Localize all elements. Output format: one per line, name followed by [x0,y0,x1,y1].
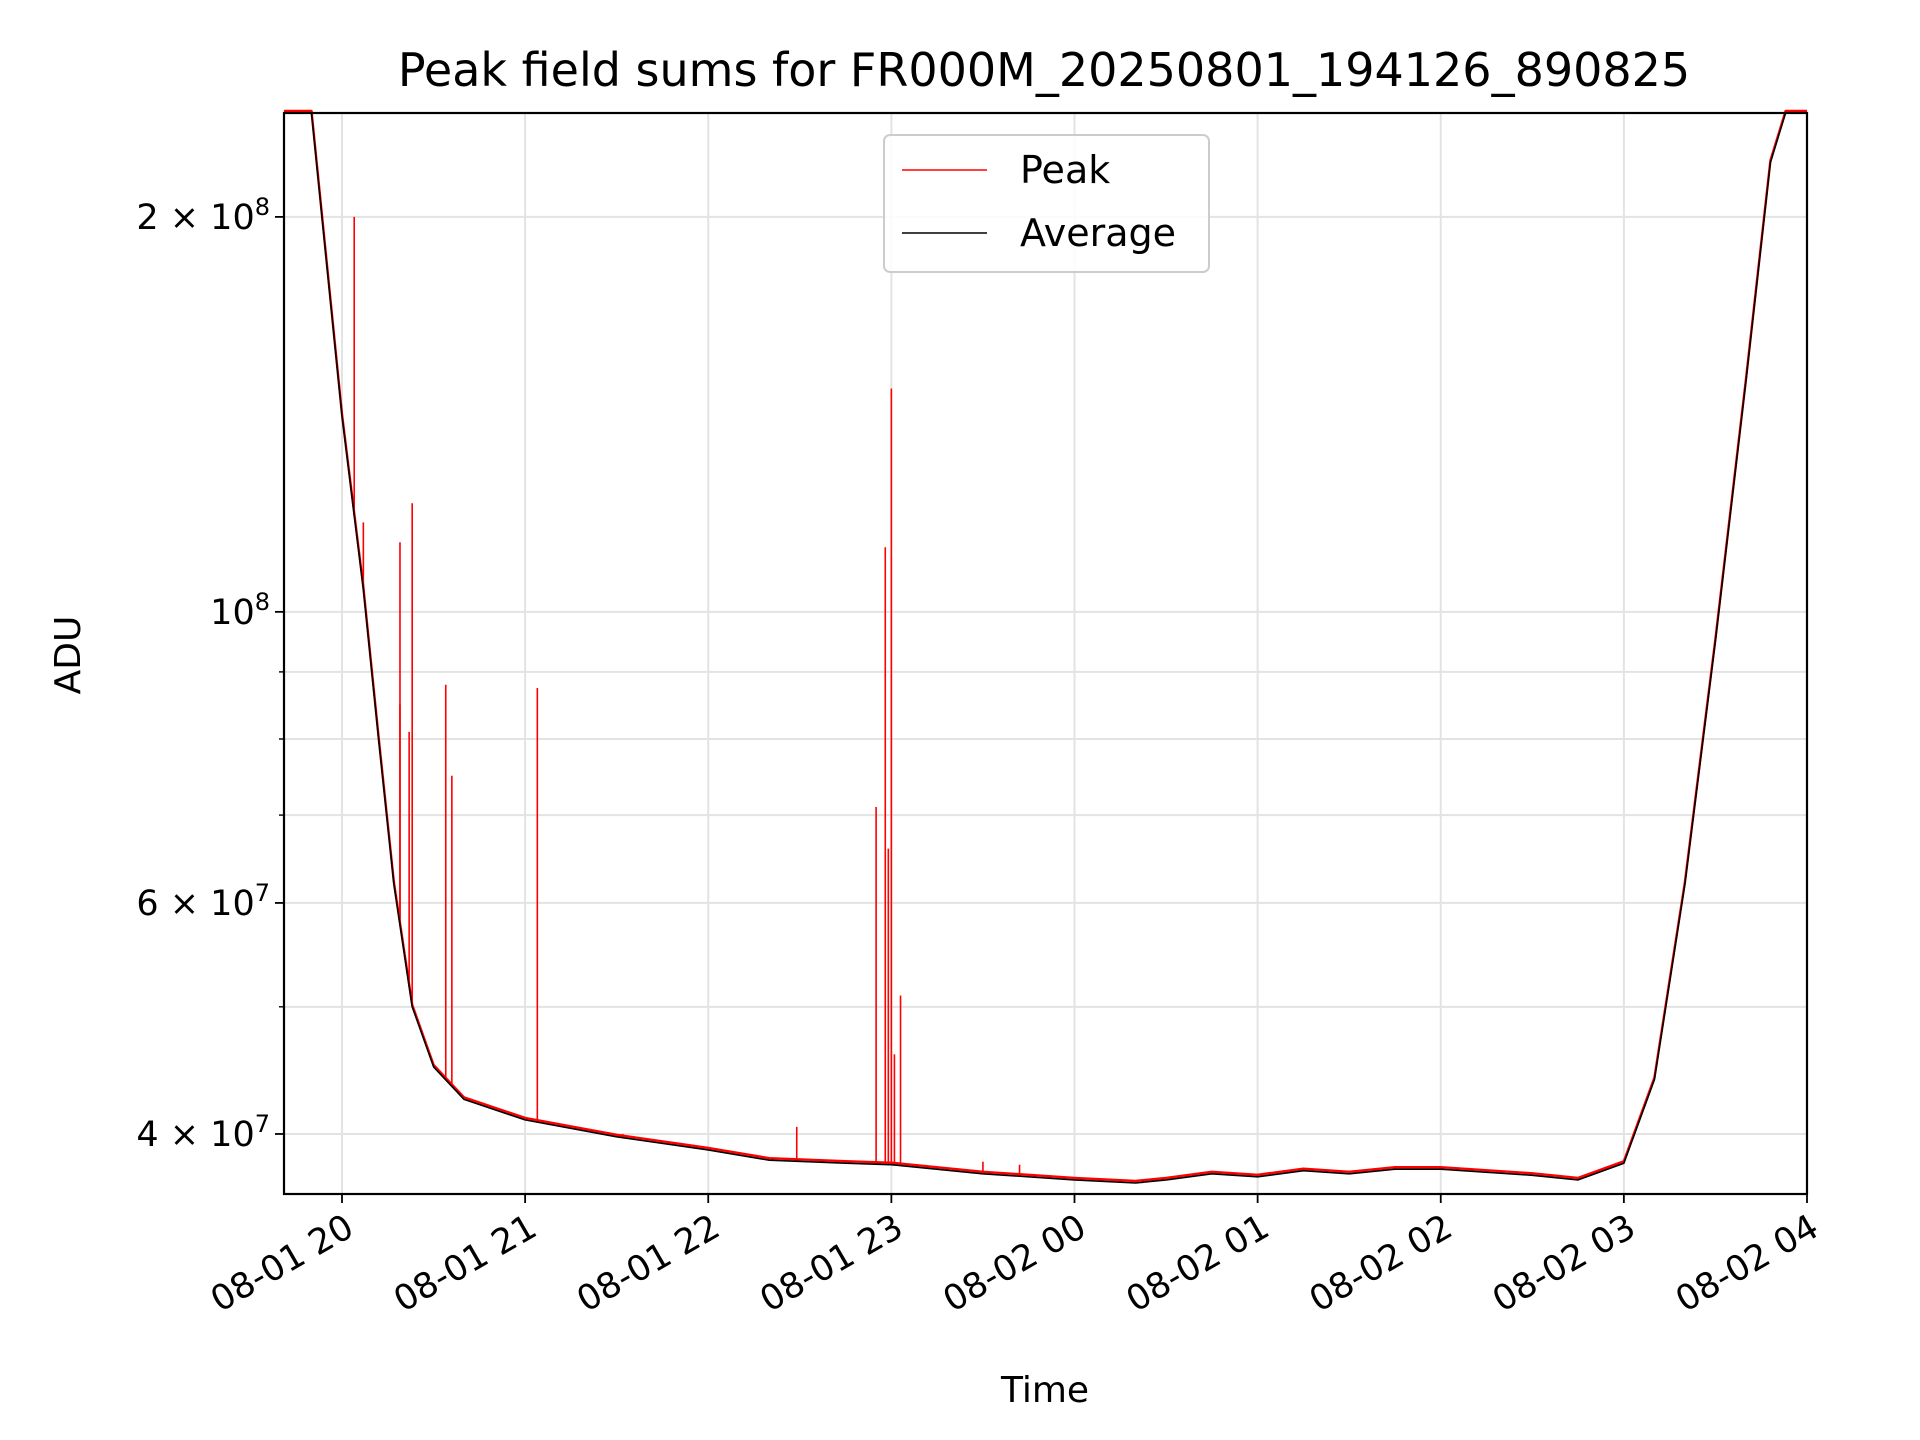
plot-frame [282,111,1809,1196]
legend: Peak Average [883,134,1210,273]
y-tick-label: 108 [210,588,270,633]
y-tick-label: 6 × 107 [136,879,270,924]
series-average-line [284,112,1807,1184]
chart-title: Peak field sums for FR000M_20250801_1941… [398,43,1690,97]
plot-series [284,109,1807,1184]
x-axis-label: Time [1000,1370,1089,1411]
y-tick-label: 2 × 108 [136,193,270,238]
legend-average-label: Average [1020,211,1176,255]
y-tick-label: 4 × 107 [136,1110,270,1155]
legend-peak-label: Peak [1020,148,1110,192]
y-axis-label: ADU [48,616,89,695]
